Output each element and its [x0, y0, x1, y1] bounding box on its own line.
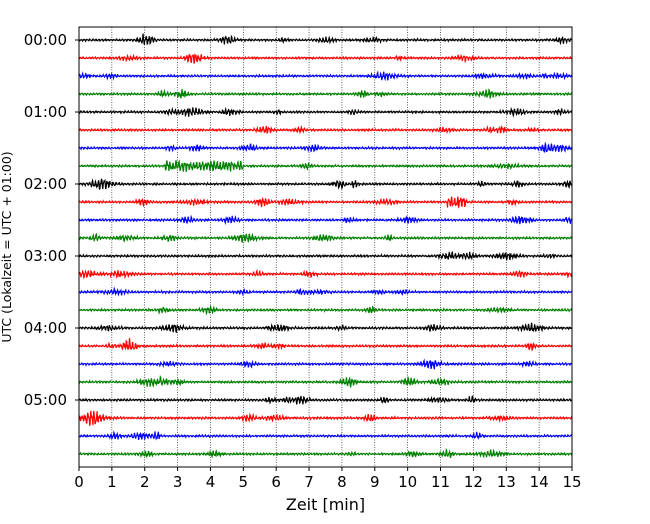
trace-line-00:45 — [78, 88, 573, 99]
x-axis-label: Zeit [min] — [286, 495, 365, 514]
trace-line-03:00 — [78, 251, 573, 261]
y-tick-label: 02:00 — [24, 175, 67, 193]
y-tick-label: 01:00 — [24, 103, 67, 121]
x-tick-label: 3 — [173, 473, 183, 491]
x-tick-label: 11 — [431, 473, 450, 491]
trace-line-02:00 — [78, 178, 573, 190]
x-tick-label: 13 — [497, 473, 516, 491]
trace-line-04:30 — [78, 358, 573, 370]
x-tick-label: 4 — [206, 473, 216, 491]
trace-line-00:15 — [78, 53, 573, 64]
x-tick-label: 12 — [464, 473, 483, 491]
x-tick-label: 1 — [107, 473, 117, 491]
x-tick-label: 7 — [304, 473, 314, 491]
trace-line-03:15 — [78, 268, 573, 280]
trace-line-03:45 — [78, 304, 573, 316]
x-tick-label: 15 — [562, 473, 581, 491]
axis-layer: 0 1 2 3 4 5 6 7 8 9 10 11 12 13 14 1500:0001:0002:0003:… — [24, 31, 582, 491]
trace-line-04:00 — [78, 322, 573, 334]
x-tick-label: 9 — [370, 473, 380, 491]
trace-line-04:45 — [78, 374, 573, 388]
x-tick-label: 8 — [337, 473, 347, 491]
y-tick-label: 05:00 — [24, 391, 67, 409]
y-tick-label: 04:00 — [24, 319, 67, 337]
trace-line-01:45 — [78, 159, 573, 173]
x-tick-label: 5 — [239, 473, 249, 491]
trace-line-01:30 — [78, 141, 573, 153]
x-tick-label: 10 — [398, 473, 417, 491]
trace-layer — [78, 33, 573, 459]
trace-line-05:15 — [78, 410, 573, 426]
trace-line-04:15 — [78, 338, 573, 352]
x-tick-label: 14 — [530, 473, 549, 491]
y-tick-label: 00:00 — [24, 31, 67, 49]
trace-line-02:15 — [78, 196, 573, 209]
trace-line-05:00 — [78, 395, 573, 405]
grid-layer — [111, 27, 540, 467]
x-tick-label: 2 — [140, 473, 150, 491]
trace-line-02:45 — [78, 232, 573, 243]
y-axis-label: UTC (Lokalzeit = UTC + 01:00) — [0, 151, 14, 342]
trace-line-01:15 — [78, 124, 573, 135]
y-tick-label: 03:00 — [24, 247, 67, 265]
trace-line-00:00 — [78, 33, 573, 46]
x-tick-label: 0 — [74, 473, 84, 491]
trace-line-05:30 — [78, 430, 573, 441]
trace-line-02:30 — [78, 214, 573, 226]
x-tick-label: 6 — [271, 473, 281, 491]
trace-line-03:30 — [78, 286, 573, 297]
trace-line-05:45 — [78, 447, 573, 459]
trace-line-01:00 — [78, 106, 573, 118]
trace-line-00:30 — [78, 70, 573, 82]
plot-frame — [78, 26, 573, 468]
